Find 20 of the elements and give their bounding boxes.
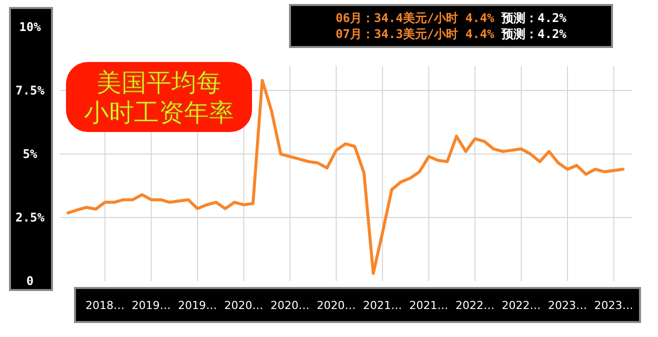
y-tick-label: 0	[26, 274, 34, 288]
x-tick-label: 2019…	[132, 299, 171, 312]
y-tick-label: 2.5%	[16, 210, 46, 224]
x-tick-label: 2020…	[316, 299, 356, 312]
x-tick-label: 2022…	[456, 299, 494, 312]
x-tick-label: 2019…	[178, 299, 217, 312]
y-tick-label: 5%	[22, 147, 38, 161]
y-tick-label: 10%	[19, 20, 42, 34]
x-tick-label: 2023…	[594, 299, 634, 312]
x-tick-label: 2020…	[224, 299, 264, 312]
x-tick-label: 2021…	[409, 299, 448, 312]
text: 美国平均每小时工资年率	[84, 68, 234, 127]
x-tick-label: 2018…	[86, 299, 124, 312]
x-tick-label: 2020…	[270, 299, 310, 312]
y-tick-label: 7.5%	[16, 84, 46, 98]
x-tick-label: 2021…	[363, 299, 402, 312]
annotation: 07月：34.3美元/小时 4.4% 预测：4.2%	[336, 27, 568, 41]
text: 06月：34.4美元/小时 4.4% 预测：4.2%	[336, 11, 568, 25]
x-tick-label: 2022…	[502, 299, 541, 312]
x-tick-label: 2023…	[548, 299, 587, 312]
